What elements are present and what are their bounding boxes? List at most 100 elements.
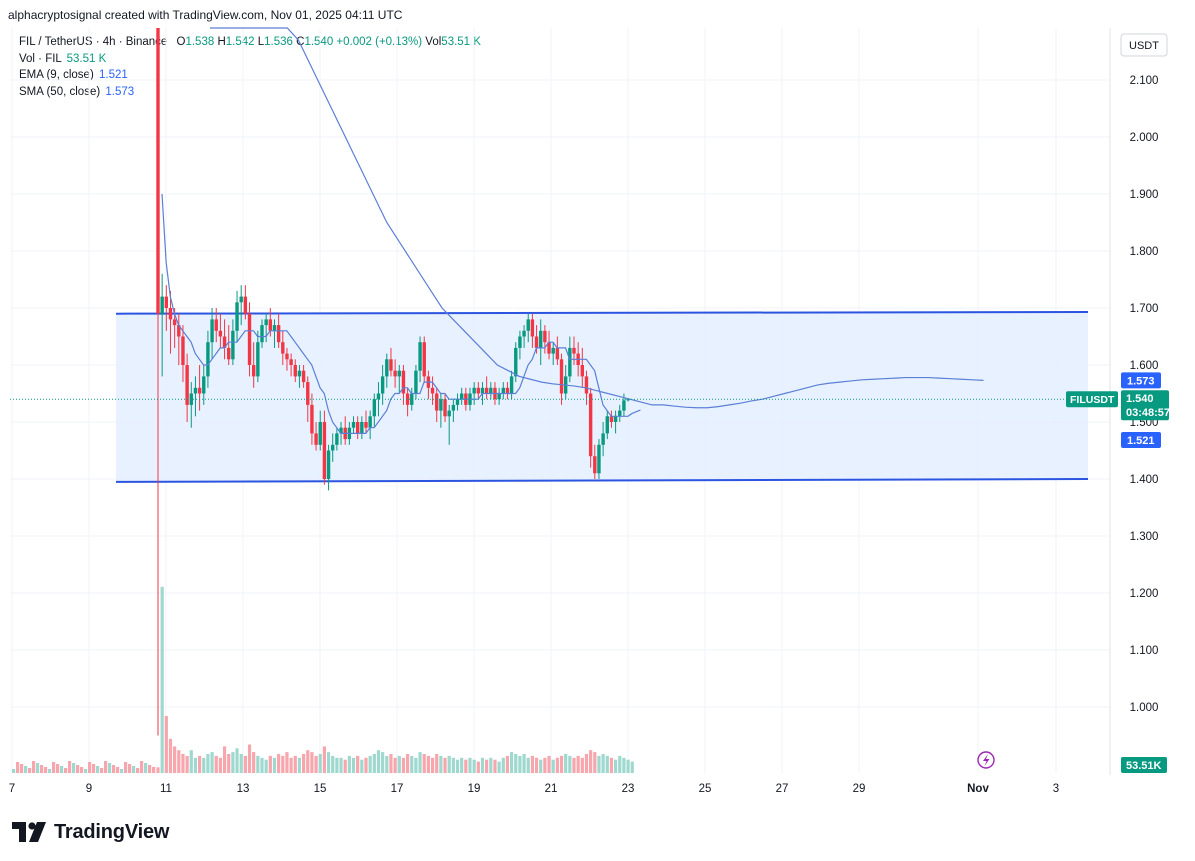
candle — [597, 439, 601, 479]
legend-ema-row[interactable]: EMA (9, close) 1.521 — [19, 67, 481, 84]
volume-bar — [530, 755, 534, 773]
volume-bar — [164, 716, 168, 773]
moving-averages — [10, 27, 1118, 434]
legend-volume-label: Vol · FIL — [19, 52, 62, 65]
candle-body — [418, 342, 422, 371]
x-tick-label: 13 — [237, 783, 250, 795]
candle-body — [243, 296, 248, 314]
volume-bar — [547, 755, 551, 773]
volume-bar — [314, 755, 318, 773]
volume-bar — [460, 757, 464, 773]
candle — [572, 336, 576, 365]
candle-body — [588, 393, 593, 457]
candle-body — [264, 319, 268, 326]
legend-sma-row[interactable]: SMA (50, close) 1.573 — [19, 84, 481, 101]
x-tick-label: 3 — [1053, 783, 1059, 795]
volume-bar — [302, 754, 306, 773]
candle-body — [501, 387, 505, 394]
candle-body — [222, 336, 227, 348]
volume-bar — [152, 767, 156, 773]
candle — [214, 308, 218, 343]
price-channel[interactable] — [115, 310, 1089, 483]
volume-bar — [206, 754, 210, 773]
candle-body — [339, 427, 343, 434]
candle-body — [597, 444, 601, 474]
candle-body — [368, 416, 372, 428]
volume-bar — [156, 767, 160, 773]
volume-bar — [539, 759, 543, 773]
candle-body — [297, 370, 302, 377]
volume-bar — [140, 761, 144, 773]
volume-bar — [418, 752, 422, 773]
volume-bar — [522, 754, 526, 773]
x-tick-label: 7 — [9, 783, 15, 795]
candle-body — [397, 370, 401, 377]
candle — [559, 353, 564, 405]
candle-body — [251, 365, 256, 377]
candle — [364, 410, 368, 434]
candle — [435, 387, 439, 422]
volume-bar — [252, 752, 256, 773]
candle-body — [301, 370, 306, 383]
legend-symbol[interactable]: FIL / TetherUS · 4h · Binance — [19, 36, 168, 48]
candle-body — [518, 336, 522, 348]
candle-body — [543, 330, 547, 343]
candle-body — [351, 422, 356, 428]
tradingview-logo[interactable]: TradingView — [12, 820, 169, 844]
candle-body — [389, 359, 393, 371]
volume-bar — [551, 759, 555, 773]
candle-body — [285, 353, 289, 360]
candle-body — [605, 416, 609, 434]
candle-body — [534, 336, 539, 348]
candle — [547, 330, 551, 360]
candle-body — [156, 28, 160, 314]
volume-bar — [439, 755, 443, 773]
legend-sma-label: SMA (50, close) — [19, 85, 101, 98]
x-tick-label: Nov — [967, 783, 989, 795]
candle — [609, 410, 614, 428]
volume-bar — [160, 586, 164, 773]
legend-ema-value: 1.521 — [98, 69, 128, 81]
volume-bar — [564, 754, 568, 773]
candle-body — [580, 365, 585, 377]
volume-bar — [576, 755, 580, 773]
volume-bar — [555, 757, 559, 773]
candles[interactable] — [156, 28, 630, 736]
candle — [185, 353, 189, 422]
volume-bar — [56, 764, 60, 773]
candle — [289, 353, 293, 377]
candle — [372, 393, 377, 428]
candle-body — [235, 302, 239, 331]
volume-bar — [630, 761, 634, 773]
volume-bar — [272, 757, 277, 773]
volume-bar — [406, 754, 410, 773]
candle — [355, 416, 360, 440]
candle-body — [601, 433, 605, 445]
volume-bar — [96, 766, 100, 773]
volume-bar — [476, 761, 480, 773]
candle — [322, 410, 327, 485]
candle — [430, 376, 435, 405]
candle-body — [185, 365, 189, 405]
channel-fill — [116, 311, 1088, 482]
y-tick-label: 1.900 — [1130, 189, 1159, 201]
legend-volume-row[interactable]: Vol · FIL 53.51 K — [19, 51, 481, 68]
candle — [181, 325, 185, 383]
candle-body — [331, 444, 335, 451]
candle-body — [293, 365, 297, 377]
legend-open: 1.538 — [185, 36, 215, 48]
candle — [210, 308, 214, 360]
volume-bar — [132, 766, 136, 773]
candle-body — [231, 330, 235, 360]
legend-change: +0.002 (+0.13%) — [336, 36, 423, 48]
channel-upper-line — [115, 310, 1089, 315]
candle — [293, 359, 297, 383]
candle — [256, 330, 260, 383]
candle — [451, 399, 456, 422]
candle-body — [626, 399, 630, 401]
volume-bar — [597, 755, 601, 773]
candle-body — [181, 336, 185, 365]
volume-bar — [389, 754, 393, 773]
candle-body — [272, 325, 277, 331]
